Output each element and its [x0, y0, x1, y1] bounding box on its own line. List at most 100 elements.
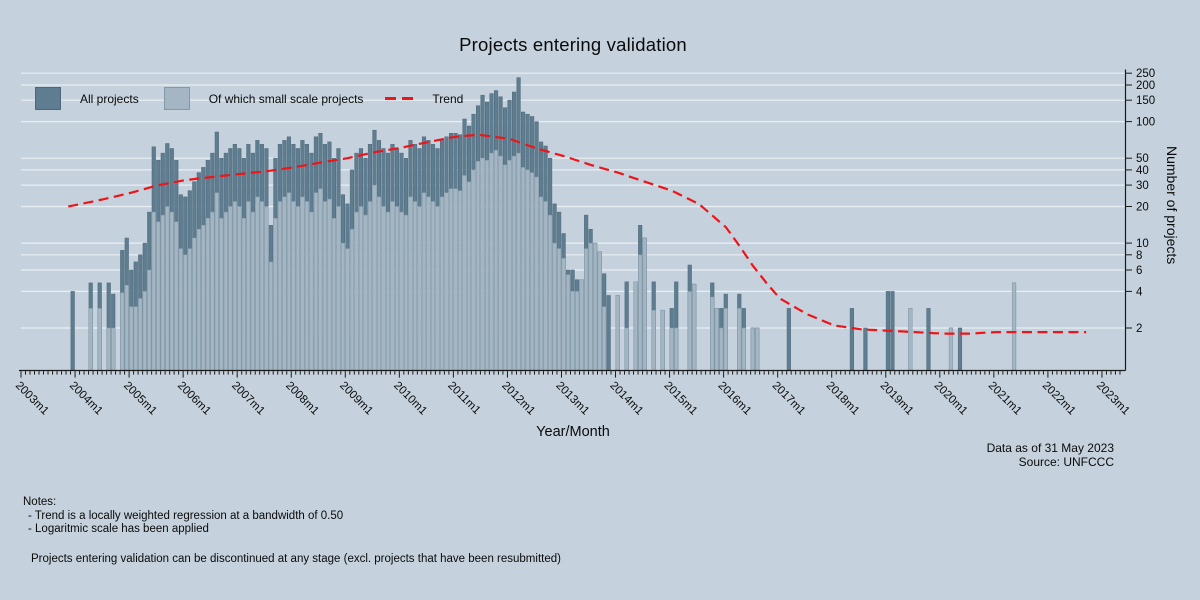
notes-block: Notes: - Trend is a locally weighted reg…	[23, 496, 561, 566]
x-tick-label-2012m1: 2012m1	[499, 380, 537, 418]
bar-small-2011m10	[494, 150, 499, 371]
bar-small-2012m7	[534, 176, 539, 371]
bar-small-2010m10	[439, 196, 445, 371]
bar-all-2017m3	[786, 308, 791, 371]
bar-small-2012m11	[552, 242, 557, 371]
bar-small-2013m2	[566, 274, 571, 371]
bar-small-2013m1	[561, 258, 566, 371]
bar-small-2015m6	[692, 283, 697, 371]
trend-dash-segment	[385, 97, 397, 100]
bar-small-2005m12	[178, 248, 183, 371]
bar-small-2011m1	[453, 188, 458, 371]
bar-small-2009m10	[385, 211, 391, 371]
bar-small-2008m2	[295, 206, 300, 371]
bar-small-2005m3	[138, 298, 143, 371]
bar-small-2009m7	[372, 184, 377, 371]
bar-small-2010m6	[421, 192, 427, 371]
bar-small-2012m8	[539, 196, 544, 371]
bar-small-2012m1	[507, 160, 512, 371]
data-as-of-text: Data as of 31 May 2023	[986, 441, 1114, 455]
bar-small-2014m1	[615, 295, 620, 371]
y-tick-label-20: 20	[1136, 202, 1149, 214]
y-tick-label-30: 30	[1136, 180, 1149, 192]
trend-dash-segment	[402, 97, 414, 100]
y-tick-label-150: 150	[1136, 95, 1155, 107]
x-tick-label-2013m1: 2013m1	[553, 380, 591, 418]
bar-small-2004m4	[88, 308, 93, 371]
bar-small-2006m6	[205, 218, 210, 371]
bar-small-2011m7	[480, 157, 485, 371]
bar-small-2011m8	[485, 160, 490, 371]
chart-title: Projects entering validation	[459, 34, 687, 55]
bar-small-2004m11	[120, 292, 125, 371]
bar-small-2004m12	[124, 284, 129, 371]
bar-small-2021m5	[1011, 282, 1017, 371]
bar-small-2012m10	[548, 214, 553, 371]
notes-heading: Notes:	[23, 496, 57, 508]
x-tick-labels: 2003m1 2004m1 2005m1 2006m1 2007m1 2008m1 2009…	[13, 380, 1132, 418]
bar-small-2016m7	[750, 327, 755, 371]
bar-small-2007m8	[268, 261, 273, 371]
bar-small-2009m3	[354, 211, 359, 371]
notes-footer: Projects entering validation can be disc…	[31, 552, 561, 565]
bar-small-2007m5	[255, 196, 260, 371]
bar-small-2011m12	[503, 164, 508, 371]
legend-label-small-scale: Of which small scale projects	[208, 91, 364, 106]
bar-small-2007m12	[286, 192, 291, 371]
bar-small-2007m11	[282, 196, 287, 371]
x-tick-label-2009m1: 2009m1	[337, 380, 375, 418]
bar-small-2015m12	[719, 327, 724, 371]
bar-small-2005m1	[129, 306, 134, 371]
bar-small-2013m9	[597, 251, 602, 371]
bar-small-2010m12	[448, 188, 454, 371]
bar-small-2005m8	[160, 214, 165, 371]
bar-small-2005m9	[165, 206, 170, 371]
bar-small-2004m8	[106, 327, 111, 371]
bar-small-2010m11	[444, 192, 449, 371]
bar-small-2008m1	[291, 201, 296, 371]
bar-small-2005m11	[174, 221, 179, 371]
x-tick-label-2018m1: 2018m1	[824, 380, 862, 418]
bar-small-2008m12	[340, 242, 345, 371]
bar-small-2013m8	[593, 242, 598, 371]
bar-all-2018m5	[849, 308, 854, 371]
x-tick-label-2003m1: 2003m1	[13, 380, 51, 418]
bar-small-2010m2	[403, 214, 409, 371]
bar-small-2005m4	[142, 291, 147, 371]
bar-small-2009m11	[390, 201, 395, 371]
x-tick-label-2016m1: 2016m1	[715, 380, 753, 418]
bar-small-2012m6	[530, 172, 535, 371]
bar-small-2011m5	[471, 169, 476, 371]
x-axis-ticks	[20, 371, 1121, 378]
bar-small-2007m1	[237, 206, 242, 371]
legend-swatch-small-scale	[163, 87, 190, 110]
bar-small-2014m11	[660, 309, 665, 371]
x-tick-label-2007m1: 2007m1	[229, 380, 267, 418]
bar-small-2014m6	[638, 254, 643, 371]
bar-small-2014m7	[642, 237, 647, 371]
y-tick-label-2: 2	[1136, 323, 1142, 335]
axes	[19, 69, 1127, 372]
bar-small-2006m10	[223, 211, 228, 371]
bar-small-2012m4	[521, 167, 526, 371]
bar-small-2019m6	[908, 308, 913, 371]
legend-swatch-all-projects	[35, 87, 61, 110]
y-tick-label-40: 40	[1136, 165, 1149, 177]
bar-all-2018m8	[863, 327, 868, 371]
x-tick-label-2021m1: 2021m1	[986, 380, 1024, 418]
x-tick-label-2022m1: 2022m1	[1040, 380, 1078, 418]
y-tick-label-200: 200	[1136, 80, 1155, 92]
bar-small-2008m4	[304, 201, 309, 371]
bar-small-2008m5	[309, 211, 314, 371]
bar-small-2006m4	[196, 228, 201, 371]
bar-small-2008m11	[336, 206, 341, 371]
bar-small-2012m2	[512, 155, 517, 371]
bar-small-2006m5	[201, 225, 206, 371]
bar-small-2008m3	[300, 196, 305, 371]
bar-all-2019m10	[926, 308, 931, 371]
bar-small-2007m7	[264, 206, 269, 371]
legend-label-all-projects: All projects	[80, 91, 139, 106]
